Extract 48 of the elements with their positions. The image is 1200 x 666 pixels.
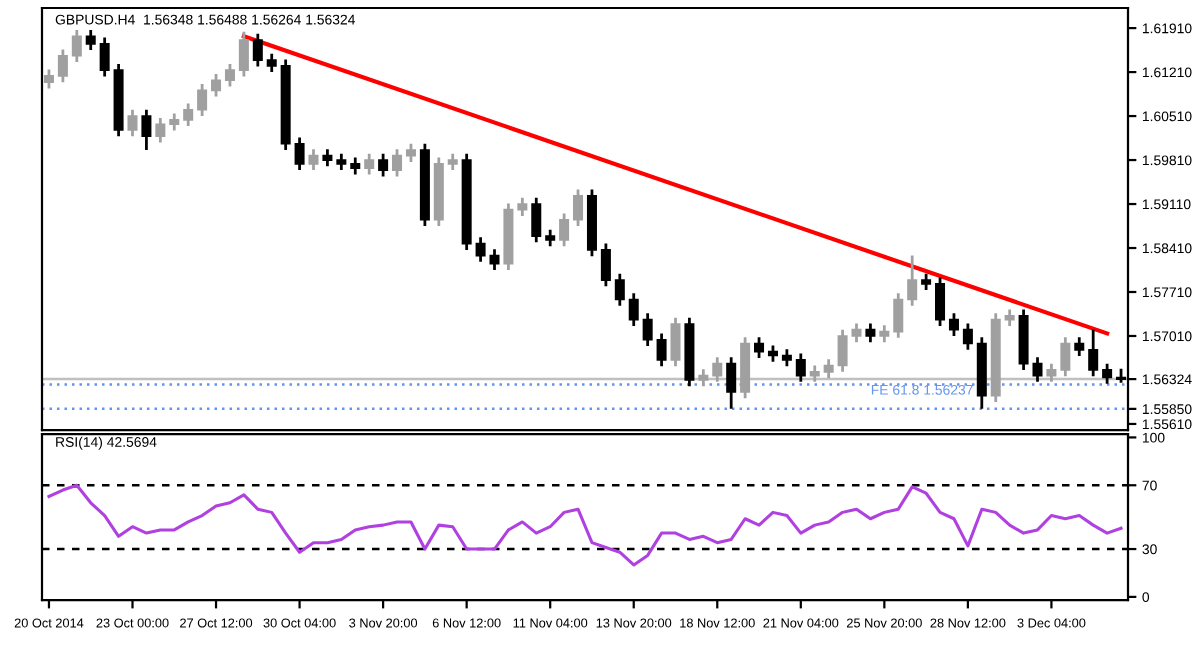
candlestick [266, 52, 277, 74]
candlestick [183, 102, 194, 128]
candlestick [224, 62, 235, 88]
candlestick [141, 108, 152, 152]
candlestick [364, 152, 375, 176]
candlestick [893, 291, 904, 340]
candlestick [57, 48, 68, 84]
candlestick [642, 311, 653, 348]
candlestick [99, 36, 110, 78]
candlestick [85, 28, 96, 52]
candlestick [823, 357, 834, 380]
candlestick [573, 188, 584, 228]
candlestick [252, 32, 263, 68]
candlestick [712, 355, 723, 384]
candlestick [71, 28, 82, 64]
candlestick [628, 291, 639, 328]
candlestick [865, 322, 876, 344]
candlestick [378, 152, 389, 178]
candlestick [1060, 335, 1071, 378]
candlestick [754, 335, 765, 360]
candlestick [531, 196, 542, 244]
candlestick [948, 311, 959, 338]
candlestick [1088, 328, 1099, 378]
line-series [47, 483, 1123, 567]
candlestick [43, 68, 54, 90]
candlestick [656, 332, 667, 368]
candlestick [197, 82, 208, 118]
candlestick [1074, 335, 1085, 358]
candlestick [600, 242, 611, 288]
candlestick [392, 147, 403, 178]
candlestick [670, 316, 681, 368]
candlestick [238, 30, 249, 78]
candlestick [907, 254, 918, 308]
candlestick [517, 196, 528, 218]
candlestick [405, 142, 416, 164]
candlestick [294, 136, 305, 172]
candlestick [795, 352, 806, 384]
candlestick [614, 272, 625, 308]
candlestick [1102, 362, 1113, 386]
candlestick [308, 147, 319, 172]
candlestick [1046, 362, 1057, 384]
candlestick [559, 212, 570, 248]
candlestick [211, 72, 222, 98]
candlestick [962, 322, 973, 352]
candlestick [935, 276, 946, 328]
candlestick [726, 355, 737, 411]
candlestick [127, 108, 138, 138]
candlestick [155, 116, 166, 144]
